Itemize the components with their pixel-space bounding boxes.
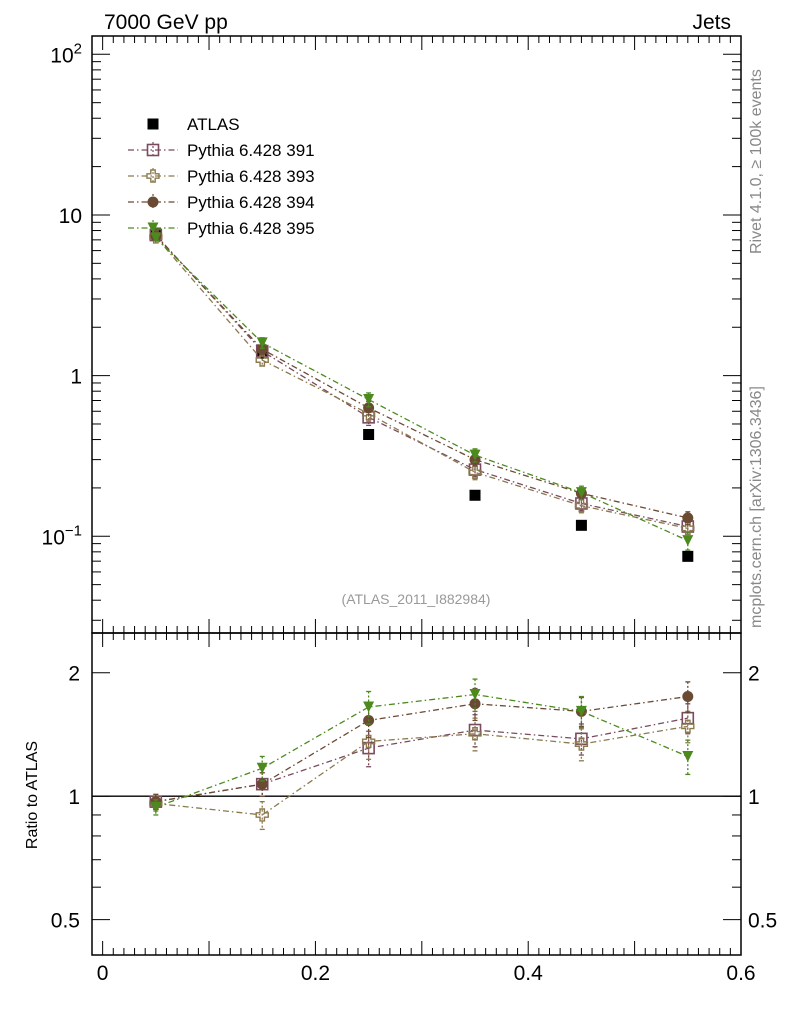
series-line bbox=[155, 236, 688, 530]
legend-marker bbox=[147, 196, 159, 208]
y-tick-label: 1 bbox=[70, 366, 82, 389]
series-line bbox=[155, 235, 688, 519]
legend-marker bbox=[146, 143, 160, 157]
data-point bbox=[469, 449, 481, 461]
data-point bbox=[468, 465, 482, 480]
series-p395 bbox=[150, 678, 694, 816]
data-point bbox=[574, 737, 589, 751]
series-line bbox=[155, 695, 688, 803]
data-point bbox=[256, 337, 268, 349]
data-point bbox=[682, 750, 694, 762]
y-tick-label-right: 0.5 bbox=[748, 910, 777, 933]
series-p394 bbox=[150, 230, 694, 526]
rivet-label: Rivet 4.1.0, ≥ 100k events bbox=[748, 69, 765, 254]
data-point bbox=[150, 801, 162, 813]
main-series-layer bbox=[149, 228, 695, 562]
series-line bbox=[155, 693, 689, 808]
data-point bbox=[682, 550, 694, 562]
data-point bbox=[363, 402, 375, 414]
source-label: mcplots.cern.ch [arXiv:1306.3436] bbox=[748, 386, 765, 628]
data-point bbox=[682, 535, 694, 547]
data-point bbox=[682, 691, 694, 703]
legend: ATLAS Pythia 6.428 391 Pythia 6.428 393 Pyt… bbox=[128, 115, 315, 238]
data-point bbox=[256, 762, 268, 774]
data-point bbox=[256, 343, 268, 355]
header-left: 7000 GeV pp bbox=[104, 11, 228, 34]
data-point bbox=[363, 429, 375, 441]
data-point bbox=[469, 689, 481, 701]
y-tick-label: 10 bbox=[59, 205, 82, 228]
series-p393 bbox=[149, 710, 695, 831]
series-line bbox=[155, 234, 688, 528]
ratio-ylabel: Ratio to ATLAS bbox=[24, 741, 41, 849]
series-p395 bbox=[150, 232, 694, 551]
y-tick-label: 1 bbox=[68, 786, 80, 809]
y-tick-label: 0.5 bbox=[51, 910, 80, 933]
main-y-axis: 102 10 1 10−1 bbox=[42, 40, 741, 621]
y-tick-label: 2 bbox=[68, 663, 80, 686]
ratio-series-layer bbox=[149, 678, 695, 831]
ratio-frame bbox=[91, 632, 742, 956]
legend-label: Pythia 6.428 393 bbox=[187, 167, 315, 186]
y-tick-label-right: 2 bbox=[748, 663, 760, 686]
data-point bbox=[575, 705, 587, 717]
y-tick-label: 10−1 bbox=[42, 522, 82, 549]
series-p393 bbox=[149, 230, 695, 537]
legend-label: Pythia 6.428 391 bbox=[187, 141, 315, 160]
series-p391 bbox=[149, 228, 695, 535]
series-p394 bbox=[150, 681, 694, 810]
data-point bbox=[574, 498, 589, 513]
legend-marker bbox=[147, 118, 159, 130]
legend-label: Pythia 6.428 394 bbox=[187, 193, 315, 212]
series-p391 bbox=[149, 703, 695, 810]
data-point bbox=[363, 701, 375, 713]
x-tick-label: 0.2 bbox=[301, 962, 330, 985]
analysis-id: (ATLAS_2011_I882984) bbox=[342, 591, 491, 607]
series-line bbox=[155, 717, 688, 803]
data-point bbox=[150, 232, 162, 244]
data-point bbox=[469, 489, 481, 501]
data-point bbox=[255, 808, 269, 822]
data-point bbox=[256, 778, 268, 790]
y-tick-label-right: 1 bbox=[748, 786, 760, 809]
data-point bbox=[682, 512, 694, 524]
y-tick-label: 102 bbox=[50, 40, 82, 67]
data-point bbox=[681, 719, 695, 734]
x-tick-label: 0 bbox=[97, 962, 109, 985]
header-right: Jets bbox=[692, 11, 731, 34]
legend-label: ATLAS bbox=[187, 115, 240, 134]
data-point bbox=[255, 353, 269, 367]
data-point bbox=[575, 519, 587, 531]
legend-label: Pythia 6.428 395 bbox=[187, 219, 315, 238]
data-point bbox=[575, 487, 587, 499]
data-point bbox=[681, 521, 695, 536]
x-tick-label: 0.6 bbox=[726, 962, 755, 985]
x-tick-label: 0.4 bbox=[514, 962, 544, 985]
data-point bbox=[468, 727, 482, 741]
ratio-y-axis: 0.5 0.5 1 1 2 2 bbox=[51, 663, 777, 933]
series-line bbox=[155, 237, 689, 542]
data-point bbox=[363, 394, 375, 406]
x-axis: 0 0.2 0.4 0.6 bbox=[97, 36, 756, 985]
legend-marker bbox=[146, 169, 160, 183]
data-point bbox=[361, 734, 376, 749]
legend-marker bbox=[147, 222, 159, 234]
